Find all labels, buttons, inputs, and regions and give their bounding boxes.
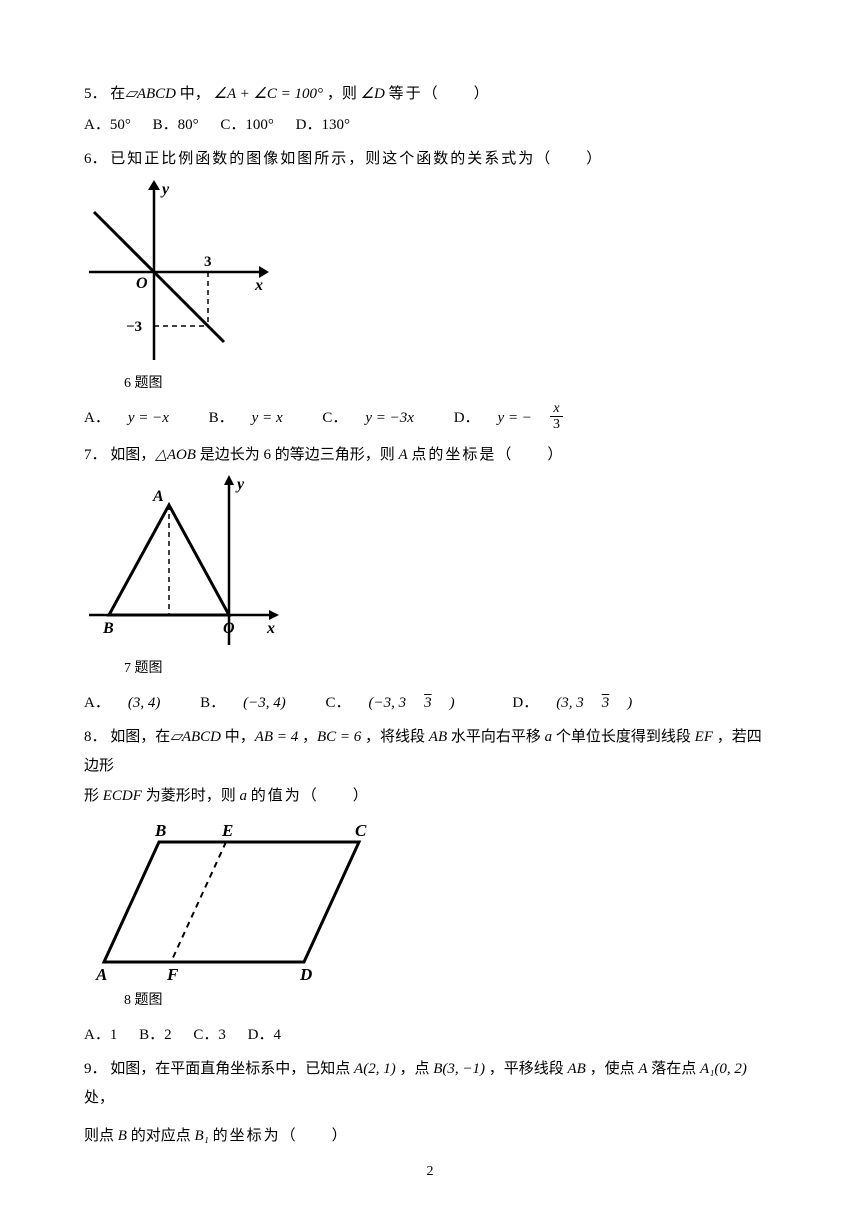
q8-stem: 8． 如图，在▱ABCD 中，AB = 4 ，BC = 6 ，将线段 AB 水平… xyxy=(84,723,776,780)
svg-text:O: O xyxy=(136,275,148,292)
q6-options: A．y = −x B．y = x C．y = −3x D．y = −x3 xyxy=(84,403,776,435)
q6-opt-c[interactable]: C．y = −3x xyxy=(322,410,432,426)
q6-opt-b[interactable]: B．y = x xyxy=(209,410,301,426)
q6-opt-d[interactable]: D．y = −x3 xyxy=(454,410,599,426)
svg-text:−3: −3 xyxy=(126,319,142,335)
q8-opt-c[interactable]: C．3 xyxy=(193,1027,226,1043)
q7-opt-c[interactable]: C．(−3, 33) xyxy=(325,695,490,711)
svg-text:B: B xyxy=(102,620,114,637)
q7-stem: 7． 如图，△AOB 是边长为 6 的等边三角形，则 A 点的坐标是（ ） xyxy=(84,441,776,470)
q5-stem: 5． 在▱ABCD 中， ∠A + ∠C = 100° ，则 ∠D 等于（ ） xyxy=(84,80,776,109)
svg-text:y: y xyxy=(160,181,170,198)
q9-num: 9． xyxy=(84,1061,107,1077)
svg-text:x: x xyxy=(266,620,275,637)
q6-opt-a[interactable]: A．y = −x xyxy=(84,410,187,426)
svg-text:A: A xyxy=(152,488,164,505)
q5-opt-a[interactable]: A．50° xyxy=(84,117,131,133)
svg-text:3: 3 xyxy=(204,254,212,270)
svg-text:B: B xyxy=(154,821,166,840)
q6-stem: 6． 已知正比例函数的图像如图所示，则这个函数的关系式为（ ） xyxy=(84,145,776,174)
svg-text:O: O xyxy=(223,620,235,637)
q7-opt-b[interactable]: B．(−3, 4) xyxy=(200,695,304,711)
svg-text:y: y xyxy=(235,476,245,493)
q5-num: 5． xyxy=(84,86,107,102)
q8-caption: 8 题图 xyxy=(124,988,776,1015)
svg-text:E: E xyxy=(221,821,233,840)
q5-options: A．50° B．80° C．100° D．130° xyxy=(84,111,776,140)
q5-opt-c[interactable]: C．100° xyxy=(220,117,274,133)
q8-stem-2: 形 ECDF 为菱形时，则 a 的值为（ ） xyxy=(84,782,776,811)
q7-graph: A B Ox y xyxy=(84,475,279,650)
q7-options: A．(3, 4) B．(−3, 4) C．(−3, 33) D．(3, 33) xyxy=(84,689,776,718)
q9-stem-2: 则点 B 的对应点 B₁ 的坐标为（ ） xyxy=(84,1122,776,1151)
svg-text:A: A xyxy=(95,965,107,982)
q7-num: 7． xyxy=(84,447,107,463)
q8-opt-a[interactable]: A．1 xyxy=(84,1027,117,1043)
q8-num: 8． xyxy=(84,729,107,745)
q8-graph: A B C D E F xyxy=(84,817,384,982)
svg-text:F: F xyxy=(166,965,179,982)
q7-opt-d[interactable]: D．(3, 33) xyxy=(512,695,668,711)
q5-opt-d[interactable]: D．130° xyxy=(296,117,350,133)
svg-text:D: D xyxy=(299,965,312,982)
q8-opt-d[interactable]: D．4 xyxy=(248,1027,281,1043)
page-number: 2 xyxy=(0,1159,860,1186)
q7-opt-a[interactable]: A．(3, 4) xyxy=(84,695,178,711)
q5-opt-b[interactable]: B．80° xyxy=(153,117,199,133)
svg-text:C: C xyxy=(355,821,367,840)
svg-text:x: x xyxy=(254,277,263,294)
q9-stem: 9． 如图，在平面直角坐标系中，已知点 A(2, 1) ，点 B(3, −1) … xyxy=(84,1055,776,1112)
q7-caption: 7 题图 xyxy=(124,656,776,683)
q6-graph: Ox y 3 −3 xyxy=(84,180,269,365)
q8-options: A．1 B．2 C．3 D．4 xyxy=(84,1021,776,1050)
q6-caption: 6 题图 xyxy=(124,371,776,398)
q6-num: 6． xyxy=(84,151,107,167)
q8-opt-b[interactable]: B．2 xyxy=(139,1027,172,1043)
